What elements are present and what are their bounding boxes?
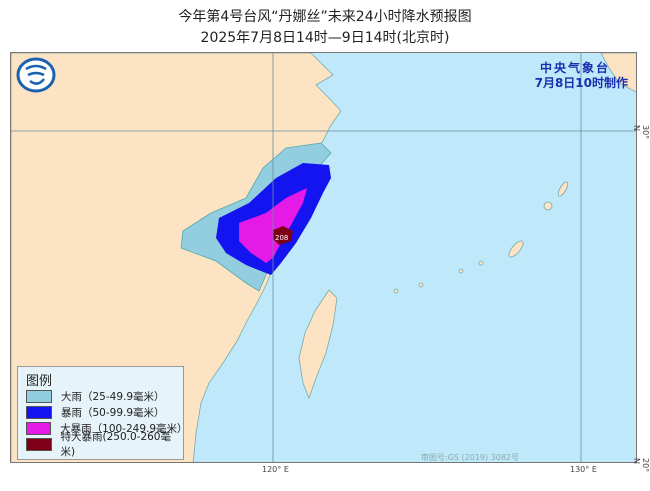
legend-swatch xyxy=(26,389,52,403)
legend-item: 暴雨（50-99.9毫米） xyxy=(26,405,165,419)
legend-label: 大暴雨（100-249.9毫米） xyxy=(60,422,188,435)
legend-label: 大雨（25-49.9毫米） xyxy=(61,390,165,403)
legend-item: 大雨（25-49.9毫米） xyxy=(26,389,165,403)
rain-extreme-area xyxy=(273,226,293,245)
legend: 图例 大雨（25-49.9毫米） 暴雨（50-99.9毫米） 大暴雨（100-2… xyxy=(17,366,188,460)
lat-tick-20: 20° N xyxy=(632,458,650,473)
map-subtitle: 2025年7月8日14时—9日14时(北京时) xyxy=(200,30,450,46)
map-title: 今年第4号台风“丹娜丝”未来24小时降水预报图 xyxy=(178,9,472,25)
lon-tick-130: 130° E xyxy=(570,465,597,474)
cma-logo-icon xyxy=(16,57,56,93)
point-label: 208 xyxy=(275,234,288,242)
legend-swatch xyxy=(26,405,52,419)
legend-item: 大暴雨（100-249.9毫米） xyxy=(26,421,188,435)
lon-tick-120: 120° E xyxy=(262,465,289,474)
japan-coast xyxy=(600,53,636,93)
legend-label: 暴雨（50-99.9毫米） xyxy=(61,406,165,419)
agency-name: 中央气象台 xyxy=(539,61,610,75)
made-time: 7月8日10时制作 xyxy=(534,76,628,90)
ryukyu-islands xyxy=(393,181,569,294)
lat-tick-30: 30° N xyxy=(632,125,650,140)
legend-item: 特大暴雨(250.0-260毫米) xyxy=(26,431,183,458)
taiwan xyxy=(298,289,338,400)
legend-label: 特大暴雨(250.0-260毫米) xyxy=(60,431,172,458)
legend-swatch xyxy=(26,421,52,435)
credit: 审图号:GS (2019) 3082号 xyxy=(421,452,519,462)
legend-title: 图例 xyxy=(26,374,53,389)
legend-swatch xyxy=(26,437,52,451)
